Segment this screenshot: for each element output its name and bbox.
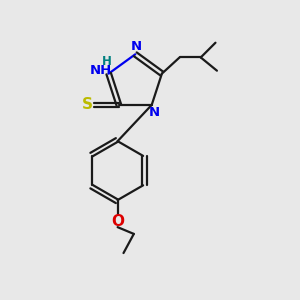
Text: O: O xyxy=(111,214,124,229)
Text: S: S xyxy=(82,98,93,112)
Text: NH: NH xyxy=(89,64,112,76)
Text: H: H xyxy=(102,55,112,68)
Text: N: N xyxy=(149,106,160,119)
Text: N: N xyxy=(131,40,142,52)
